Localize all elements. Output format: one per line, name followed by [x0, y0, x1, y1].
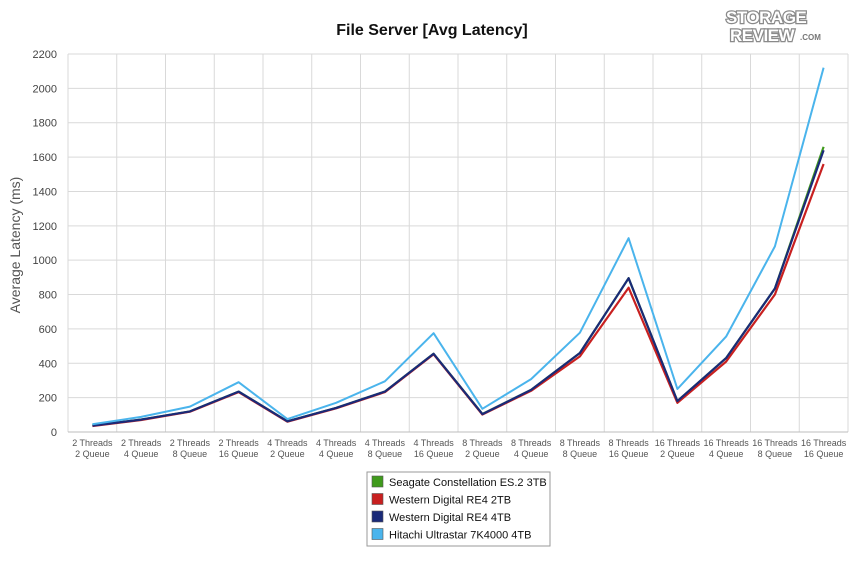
x-tick-label: 2 Threads 16 Queue — [218, 438, 259, 459]
legend-swatch — [371, 528, 384, 540]
y-tick-label: 2000 — [33, 83, 57, 95]
y-tick-label: 1200 — [33, 221, 57, 233]
y-tick-label: 1600 — [33, 152, 57, 164]
series-line-3 — [92, 67, 825, 426]
x-tick-label: 16 Threads 16 Queue — [801, 438, 847, 459]
y-tick-label: 1400 — [33, 186, 57, 198]
storagereview-logo: STORAGE REVIEW .COM — [725, 7, 821, 47]
x-tick-label: 16 Threads 4 Queue — [703, 438, 749, 459]
legend-swatch — [371, 475, 384, 488]
y-tick-label: 1000 — [33, 255, 57, 267]
legend-swatch — [371, 510, 384, 523]
y-tick-label: 0 — [51, 427, 57, 439]
x-tick-label: 2 Threads 2 Queue — [72, 438, 113, 459]
legend-box — [366, 471, 551, 547]
logo-suffix: .COM — [800, 33, 821, 42]
logo-line-1: STORAGE — [726, 8, 806, 27]
y-tick-label: 800 — [39, 290, 57, 302]
x-tick-label: 16 Threads 8 Queue — [752, 438, 798, 459]
y-tick-label: 600 — [39, 324, 57, 336]
legend-label: Seagate Constellation ES.2 3TB — [389, 477, 547, 489]
x-tick-label: 2 Threads 8 Queue — [170, 438, 211, 459]
x-tick-label: 4 Threads 16 Queue — [413, 438, 454, 459]
y-tick-label: 1800 — [33, 118, 57, 130]
y-axis-ticks: 0 200 400 600 800 1000 1200 1400 1600 1800 2000 220… — [33, 49, 57, 439]
legend-label: Western Digital RE4 4TB — [389, 512, 511, 524]
x-tick-label: 8 Threads 4 Queue — [511, 438, 552, 459]
y-axis-label: Average Latency (ms) — [7, 177, 23, 314]
legend-swatch — [371, 493, 384, 505]
x-axis-ticks: 2 Threads 2 Queue 2 Threads 4 Queue 2 Thread… — [72, 438, 847, 459]
series-line-2 — [92, 149, 825, 427]
x-tick-label: 8 Threads 16 Queue — [608, 438, 649, 459]
x-tick-label: 2 Threads 4 Queue — [121, 438, 162, 459]
legend-label: Hitachi Ultrastar 7K4000 4TB — [389, 530, 531, 542]
y-tick-label: 400 — [39, 358, 57, 370]
x-tick-label: 16 Threads 2 Queue — [655, 438, 701, 459]
y-tick-label: 2200 — [33, 49, 57, 61]
legend: Seagate Constellation ES.2 3TB Western Di… — [366, 471, 551, 547]
x-tick-label: 4 Threads 2 Queue — [267, 438, 308, 459]
series-lines — [92, 67, 825, 428]
x-tick-label: 4 Threads 8 Queue — [365, 438, 406, 459]
chart-title: File Server [Avg Latency] — [336, 22, 527, 39]
x-tick-label: 8 Threads 2 Queue — [462, 438, 503, 459]
x-tick-label: 8 Threads 8 Queue — [560, 438, 601, 459]
x-tick-label: 4 Threads 4 Queue — [316, 438, 357, 459]
legend-label: Western Digital RE4 2TB — [389, 495, 511, 507]
logo-line-2: REVIEW — [730, 26, 796, 45]
grid — [67, 53, 849, 433]
y-tick-label: 200 — [39, 393, 57, 405]
